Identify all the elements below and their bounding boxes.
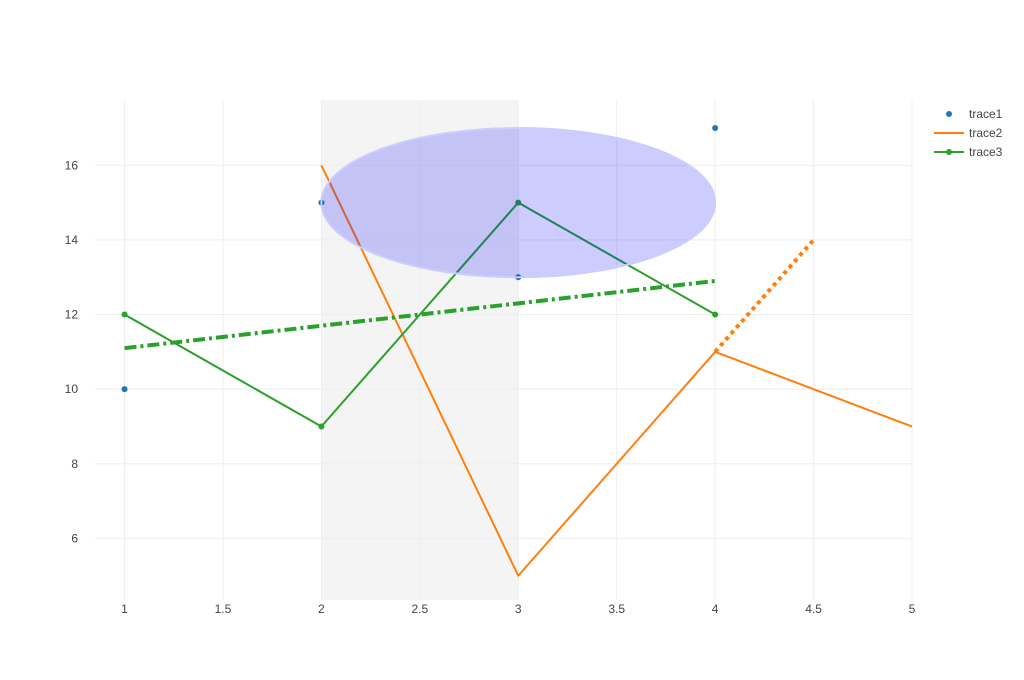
y-tick-label: 14	[65, 233, 79, 247]
legend-item-trace3[interactable]: trace3	[934, 145, 1003, 159]
data-point-trace1	[712, 124, 719, 131]
data-point-trace3	[712, 311, 719, 318]
y-tick-label: 6	[71, 531, 78, 545]
x-tick-label: 3	[515, 602, 522, 616]
legend-item-trace2[interactable]: trace2	[934, 126, 1003, 140]
x-tick-label: 4.5	[805, 602, 822, 616]
data-point-trace3	[121, 311, 128, 318]
legend-label: trace1	[969, 107, 1003, 121]
legend-marker-swatch	[946, 111, 952, 117]
data-point-trace3	[515, 199, 522, 206]
x-axis: 1 1.5 2 2.5 3 3.5 4 4.5 5	[121, 602, 915, 616]
overlay-shapes	[124, 126, 816, 354]
legend-item-trace1[interactable]: trace1	[946, 107, 1003, 121]
y-axis: 6 8 10 12 14 16	[65, 158, 79, 545]
legend[interactable]: trace1 trace2 trace3	[934, 107, 1003, 159]
x-tick-label: 2.5	[411, 602, 428, 616]
data-point-trace1	[121, 386, 128, 393]
legend-label: trace2	[969, 126, 1003, 140]
y-tick-label: 12	[65, 308, 79, 322]
y-tick-label: 10	[65, 382, 79, 396]
x-tick-label: 4	[712, 602, 719, 616]
series-line-trace2	[320, 164, 913, 577]
x-tick-label: 1.5	[215, 602, 232, 616]
x-tick-label: 5	[909, 602, 916, 616]
x-tick-label: 1	[121, 602, 128, 616]
x-tick-label: 3.5	[608, 602, 625, 616]
dashdot-line-shape	[124, 278, 716, 351]
legend-marker-swatch	[946, 149, 952, 155]
ellipse-shape	[320, 126, 717, 279]
dotted-line-shape	[713, 238, 816, 354]
y-tick-label: 8	[71, 457, 78, 471]
plot-data	[121, 124, 913, 577]
x-tick-label: 2	[318, 602, 325, 616]
series-line-trace3	[124, 201, 716, 428]
legend-label: trace3	[969, 145, 1003, 159]
y-tick-label: 16	[65, 158, 79, 172]
grid-lines	[95, 100, 913, 600]
data-point-trace3	[318, 423, 325, 430]
